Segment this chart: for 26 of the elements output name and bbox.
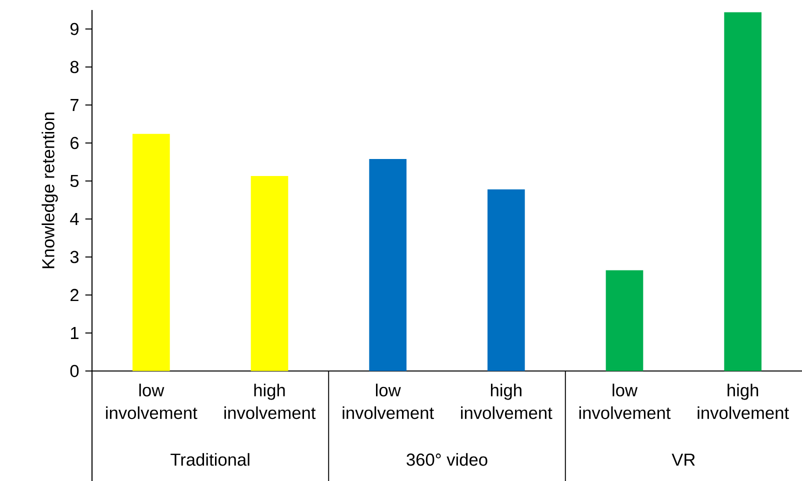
bar (369, 158, 407, 371)
y-tick-label: 1 (70, 327, 78, 339)
bar (606, 270, 644, 371)
y-axis-title: Knowledge retention (42, 112, 58, 268)
text: 360° video (406, 453, 488, 466)
bar (132, 134, 170, 371)
y-tick-label: 2 (70, 288, 78, 302)
y-tick-label: 7 (70, 99, 78, 111)
y-tick-label: 8 (70, 60, 79, 74)
x-tick-label: low involvement (579, 384, 671, 420)
x-tick-label: high involvement (224, 384, 316, 420)
x-tick-label: low involvement (106, 384, 198, 420)
bar (250, 176, 288, 371)
x-tick-label: high involvement (461, 384, 552, 420)
bar (488, 189, 525, 371)
y-tick-label: 6 (70, 136, 79, 150)
y-tick-label: 5 (70, 174, 79, 188)
y-tick-label: 0 (70, 364, 79, 378)
x-tick-label: high involvement (698, 384, 789, 420)
text: Traditional (170, 453, 250, 466)
text: VR (672, 454, 695, 466)
x-tick-label: low involvement (342, 384, 434, 420)
y-tick-label: 3 (70, 250, 79, 264)
y-tick-label: 9 (70, 22, 78, 36)
y-tick-label: 4 (70, 213, 79, 225)
bar (724, 12, 762, 371)
